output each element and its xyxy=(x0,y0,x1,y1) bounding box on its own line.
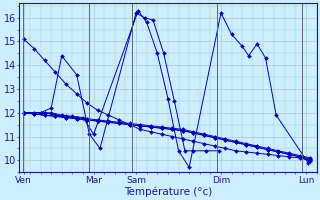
X-axis label: Température (°c): Température (°c) xyxy=(124,186,212,197)
